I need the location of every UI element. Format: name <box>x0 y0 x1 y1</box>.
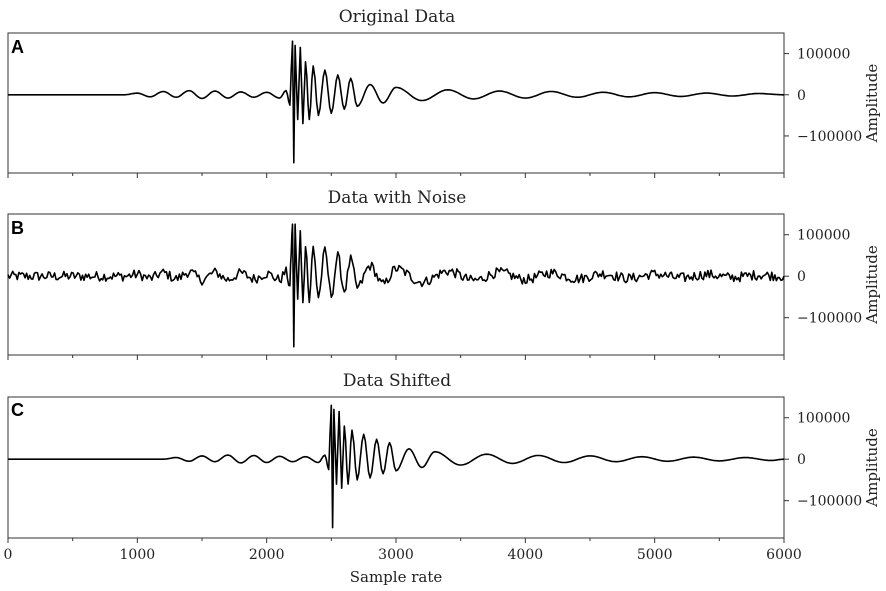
panel-a-letter: A <box>11 37 24 57</box>
x-axis-label: Sample rate <box>350 568 443 586</box>
panel-b-title: Data with Noise <box>328 188 467 208</box>
panel-b: Data with Noise B 100000 0 −100000 Amplitud… <box>7 188 881 360</box>
x-tick-label: 6000 <box>766 547 802 563</box>
x-tick-label: 4000 <box>508 547 544 563</box>
panel-a-waveform-line <box>8 40 784 164</box>
x-tick-label: 2000 <box>249 547 285 563</box>
panel-a-title: Original Data <box>339 7 455 27</box>
panel-c: Data Shifted C Sample rate 0 1000 2000 3000… <box>4 371 881 586</box>
panel-b-frame <box>7 213 785 356</box>
panel-c-frame <box>7 396 785 539</box>
panel-c-letter: C <box>11 400 24 420</box>
panel-b-letter: B <box>11 218 24 238</box>
x-tick-label: 0 <box>4 547 13 563</box>
panel-a-frame <box>7 32 785 174</box>
y-tick-label: −100000 <box>797 494 862 510</box>
y-tick-label: 0 <box>797 452 806 468</box>
y-axis-label: Amplitude <box>863 428 881 508</box>
y-axis-label: Amplitude <box>863 64 881 144</box>
panel-c-title: Data Shifted <box>343 371 451 391</box>
panel-c-waveform-line <box>8 404 785 529</box>
x-tick-label: 3000 <box>378 547 414 563</box>
y-tick-label: 0 <box>797 88 806 104</box>
y-tick-label: 100000 <box>797 228 850 244</box>
y-tick-label: 0 <box>797 269 806 285</box>
panel-a: Original Data A 100000 0 −100000 Amplitude <box>7 7 881 178</box>
x-tick-label: 5000 <box>637 547 673 563</box>
y-axis-label: Amplitude <box>863 245 881 325</box>
panel-b-waveform-line <box>7 223 785 348</box>
x-tick-label: 1000 <box>120 547 156 563</box>
y-tick-label: 100000 <box>797 411 850 427</box>
y-tick-label: 100000 <box>797 47 850 63</box>
y-tick-label: −100000 <box>797 311 862 327</box>
y-tick-label: −100000 <box>797 129 862 145</box>
